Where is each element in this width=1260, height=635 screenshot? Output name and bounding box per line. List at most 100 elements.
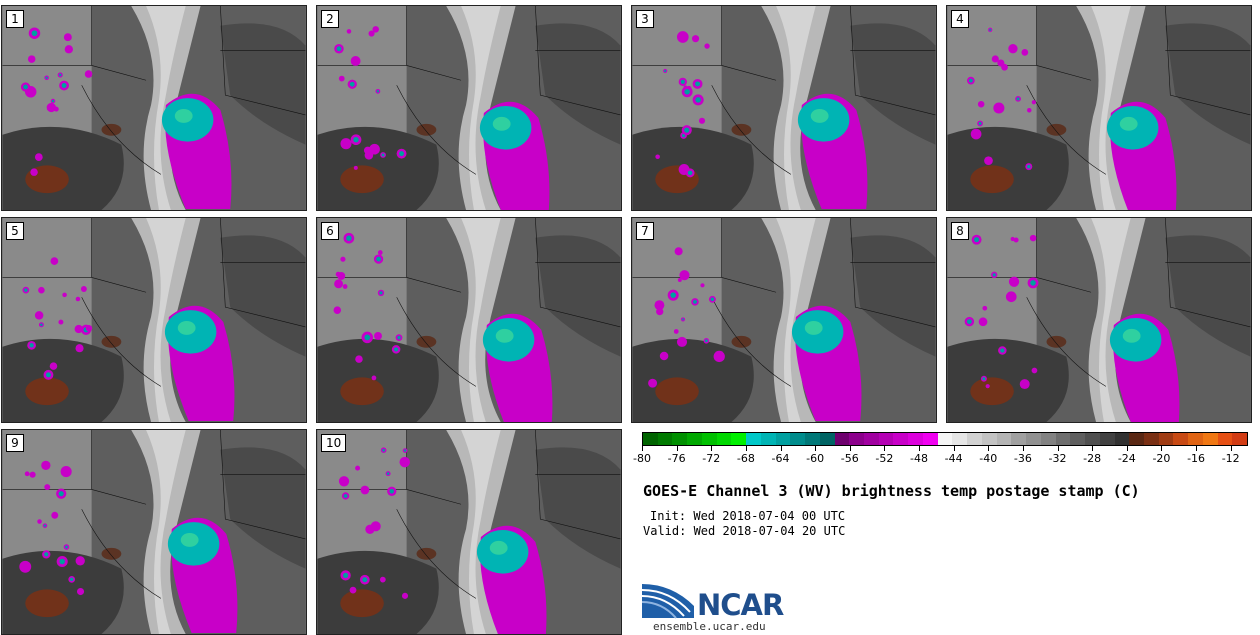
postage-stamp-panel: 6 [316, 217, 622, 423]
postage-stamp-panel: 9 [1, 429, 307, 635]
ncar-logo-icon [642, 584, 694, 619]
colorbar-swatch [1099, 433, 1115, 445]
colorbar-tick-label: -68 [736, 452, 755, 465]
colorbar-swatch [687, 433, 702, 445]
postage-stamp-panel: 4 [946, 5, 1252, 211]
colorbar [642, 432, 1248, 446]
colorbar-tick [815, 446, 817, 451]
valid-time: Valid: Wed 2018-07-04 20 UTC [643, 524, 846, 538]
colorbar-tick [1022, 446, 1024, 451]
colorbar-swatch [805, 433, 820, 445]
colorbar-swatch [790, 433, 806, 445]
colorbar-tick [1126, 446, 1128, 451]
colorbar-tick [953, 446, 955, 451]
colorbar-swatch [643, 433, 658, 445]
postage-stamp-panel: 5 [1, 217, 307, 423]
colorbar-tick [884, 446, 886, 451]
colorbar-swatch [1040, 433, 1056, 445]
colorbar-swatch [893, 433, 909, 445]
colorbar-tick [988, 446, 990, 451]
wv-map [317, 6, 621, 210]
init-time: Init: Wed 2018-07-04 00 UTC [650, 509, 846, 523]
colorbar-tick [919, 446, 921, 451]
colorbar-swatch [1055, 433, 1071, 445]
colorbar-swatch [1114, 433, 1130, 445]
colorbar-swatch [952, 433, 968, 445]
wv-map [632, 6, 936, 210]
colorbar-swatch [922, 433, 938, 445]
colorbar-swatch [1026, 433, 1041, 445]
wv-map [2, 218, 306, 422]
colorbar-swatch [1011, 433, 1027, 445]
colorbar-tick [780, 446, 782, 451]
panel-label: 4 [951, 10, 969, 28]
colorbar-tick-label: -44 [944, 452, 963, 465]
colorbar-swatch [701, 433, 717, 445]
panel-label: 5 [6, 222, 24, 240]
colorbar-swatch [672, 433, 688, 445]
wv-map [632, 218, 936, 422]
colorbar-tick [642, 446, 643, 451]
colorbar-tick-label: -48 [910, 452, 928, 465]
wv-map [317, 430, 621, 634]
colorbar-tick-label: -28 [1083, 452, 1102, 465]
panel-label: 9 [6, 434, 24, 452]
colorbar-tick [1196, 446, 1198, 451]
colorbar-tick-label: -64 [771, 452, 790, 465]
colorbar-tick [1057, 446, 1059, 451]
postage-stamp-panel: 2 [316, 5, 622, 211]
figure-title: GOES-E Channel 3 (WV) brightness temp po… [643, 482, 1140, 500]
colorbar-swatch [937, 433, 953, 445]
colorbar-ticks: -80 -76 -72 -68 -64 -60 -56 -52 -48 -44 -40 -36 -32 -… [633, 446, 1248, 468]
colorbar-swatch [731, 433, 747, 445]
colorbar-swatch [819, 433, 835, 445]
colorbar-swatch [1129, 433, 1144, 445]
colorbar-swatch [1173, 433, 1189, 445]
postage-stamp-panel: 3 [631, 5, 937, 211]
source-url: ensemble.ucar.edu [653, 620, 766, 633]
postage-stamp-panel: 10 [316, 429, 622, 635]
colorbar-swatch [1232, 433, 1248, 445]
colorbar-swatch [981, 433, 997, 445]
colorbar-tick-label: -20 [1152, 452, 1171, 465]
wv-map [317, 218, 621, 422]
colorbar-tick [1230, 446, 1232, 451]
colorbar-swatch [1188, 433, 1203, 445]
wv-map [947, 218, 1251, 422]
logo-text: NCAR [697, 588, 784, 622]
postage-stamp-panel: 7 [631, 217, 937, 423]
colorbar-tick-label: -36 [1013, 452, 1032, 465]
panel-label: 10 [321, 434, 347, 452]
panel-label: 1 [6, 10, 24, 28]
colorbar-tick [745, 446, 747, 451]
colorbar-swatch [878, 433, 894, 445]
colorbar-tick-label: -52 [875, 452, 894, 465]
colorbar-swatch [746, 433, 761, 445]
panel-label: 2 [321, 10, 339, 28]
colorbar-tick [676, 446, 678, 451]
panel-label: 3 [636, 10, 654, 28]
colorbar-tick-label: -32 [1048, 452, 1067, 465]
colorbar-swatch [1085, 433, 1100, 445]
panel-label: 8 [951, 222, 969, 240]
colorbar-swatch [1158, 433, 1174, 445]
colorbar-tick-label: -76 [667, 452, 686, 465]
colorbar-tick-label: -16 [1187, 452, 1206, 465]
colorbar-tick-label: -24 [1117, 452, 1136, 465]
colorbar-swatch [967, 433, 982, 445]
colorbar-swatch [849, 433, 865, 445]
colorbar-tick [1161, 446, 1163, 451]
colorbar-swatch [834, 433, 850, 445]
colorbar-swatch [716, 433, 732, 445]
colorbar-swatch [657, 433, 673, 445]
colorbar-swatch [996, 433, 1012, 445]
colorbar-swatch [908, 433, 923, 445]
colorbar-tick-label: -72 [702, 452, 721, 465]
colorbar-swatch [1217, 433, 1233, 445]
colorbar-tick-label: -12 [1221, 452, 1240, 465]
colorbar-tick [711, 446, 713, 451]
colorbar-swatch [1202, 433, 1218, 445]
wv-map [2, 430, 306, 634]
colorbar-tick-label: -40 [979, 452, 998, 465]
colorbar-swatch [864, 433, 879, 445]
